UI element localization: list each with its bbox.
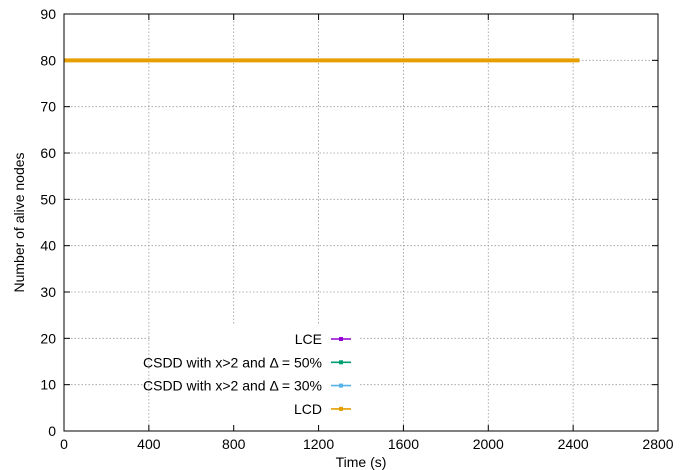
y-tick-label: 80 <box>40 52 56 68</box>
y-tick-label: 50 <box>40 191 56 207</box>
legend-label-0: LCE <box>295 331 322 347</box>
x-tick-label: 2400 <box>558 436 589 452</box>
y-tick-label: 90 <box>40 6 56 22</box>
legend-label-2: CSDD with x>2 and Δ = 30% <box>143 378 322 394</box>
legend-key-marker-1 <box>339 360 343 365</box>
y-axis-label: Number of alive nodes <box>11 152 27 292</box>
axis-ticks: 0 10 20 30 40 50 60 70 80 90 0 400 800 1200 1600 2000 24… <box>40 6 673 452</box>
legend-key-marker-3 <box>339 406 343 411</box>
y-tick-label: 70 <box>40 99 56 115</box>
x-axis-label: Time (s) <box>336 454 387 470</box>
x-tick-label: 800 <box>222 436 246 452</box>
y-tick-label: 20 <box>40 330 56 346</box>
x-tick-label: 0 <box>60 436 68 452</box>
x-tick-label: 1200 <box>303 436 334 452</box>
legend-key-marker-0 <box>339 337 343 341</box>
legend-label-3: LCD <box>294 401 322 417</box>
x-tick-label: 2800 <box>642 436 673 452</box>
y-tick-label: 40 <box>40 238 56 254</box>
y-tick-label: 10 <box>40 377 56 393</box>
legend-label-1: CSDD with x>2 and Δ = 50% <box>143 354 322 370</box>
y-tick-label: 0 <box>48 423 56 439</box>
x-tick-label: 2000 <box>473 436 504 452</box>
x-tick-label: 400 <box>137 436 161 452</box>
plot-frame <box>63 13 659 432</box>
y-tick-label: 60 <box>40 145 56 161</box>
y-tick-label: 30 <box>40 284 56 300</box>
x-tick-label: 1600 <box>388 436 419 452</box>
legend-key-marker-2 <box>339 383 343 388</box>
legend: LCE CSDD with x>2 and Δ = 50% CSDD with x>… <box>143 331 351 417</box>
